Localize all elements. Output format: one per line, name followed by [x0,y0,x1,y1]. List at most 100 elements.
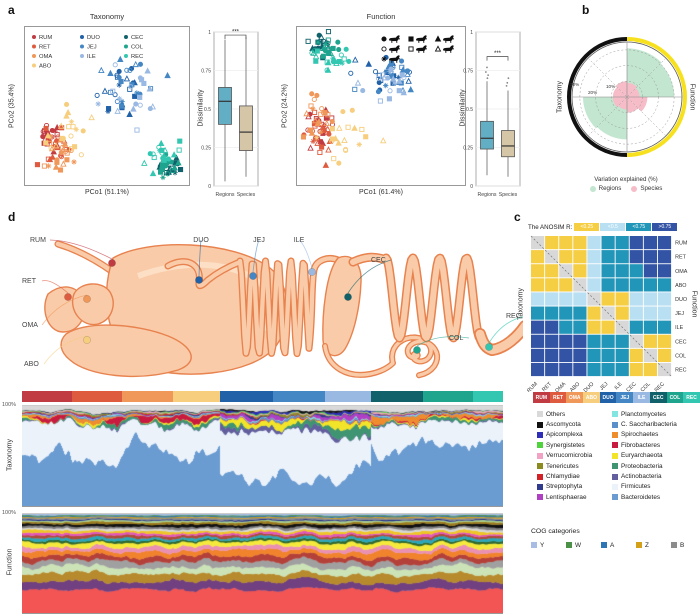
legend-swatch [631,185,638,192]
anosim-bin->0.75: >0.75 [652,223,678,231]
region-bar-segment-ile [325,391,371,402]
gut-anatomy-diagram: RUM RET OMA ABO DUO JEJ ILE CEC COL REC [22,237,523,379]
function-stack-ytick: 100% [2,510,17,516]
legend-label: Firmicutes [621,483,651,491]
svg-text:ABO: ABO [675,283,686,289]
anosim-bin-<0.25: <0.25 [574,223,600,231]
variation-explained-polar-plot: 30% 20% 10% [567,37,687,157]
taxonomy-legend-item: Actinobacteria [612,471,677,481]
svg-text:0: 0 [208,184,211,190]
polar-legend-item-species: Species [631,185,662,192]
taxonomy-boxplot-ylabel: Dissimilarity [197,89,205,127]
svg-text:1: 1 [470,30,473,36]
legend-swatch [612,483,618,490]
anosim-bin-<0.75: <0.75 [626,223,652,231]
svg-text:0.25: 0.25 [463,145,473,151]
taxonomy-legend-item: Tenericutes [537,461,592,471]
legend-swatch [537,473,543,480]
svg-text:RET: RET [675,255,686,261]
taxonomy-pcoa-title: Taxonomy [89,12,125,21]
region-bar-segment-abo [173,391,220,402]
function-dissimilarity-boxplot: 1 0.75 0.5 0.25 0 Regions Species *** [463,30,521,198]
region-bar-segment-rec [473,391,503,402]
polar-taxonomy-label: Taxonomy [556,81,564,113]
function-pcoa-plot [296,26,466,186]
polar-legend-title: Variation explained (%) [594,176,658,183]
legend-swatch [537,494,543,501]
svg-text:10%: 10% [606,84,615,89]
region-bar-segment-ret: RET [549,392,567,403]
legend-label: Others [546,410,566,418]
legend-swatch [537,411,543,418]
svg-text:Species: Species [499,192,518,198]
cog-legend-item-W: W [566,540,601,550]
region-color-legend-bar: RUM RET OMA ABO DUO JEJ ILE CEC COL REC [533,392,700,403]
taxonomy-legend-item: Apicomplexa [537,430,592,440]
legend-swatch [612,431,618,438]
legend-swatch [537,483,543,490]
svg-text:RUM: RUM [675,241,688,247]
cog-legend-title: COG categories [531,528,580,535]
region-bar-segment-rum: RUM [533,392,550,403]
svg-text:20%: 20% [588,90,597,95]
taxonomy-dissimilarity-boxplot: 1 0.75 0.5 0.25 0 Regions Species *** [201,30,259,198]
svg-text:OMA: OMA [675,269,688,275]
svg-text:COL: COL [640,381,652,392]
legend-swatch [671,542,677,548]
legend-label: B [680,541,685,549]
svg-text:OMA: OMA [39,54,52,60]
anatomy-label-ile: ILE [294,237,305,244]
taxonomy-legend-item: Planctomycetes [612,409,677,419]
legend-swatch [612,473,618,480]
region-bar-segment-cec: CEC [649,392,667,403]
legend-label: Streptophyta [546,483,583,491]
svg-text:0.5: 0.5 [466,107,473,113]
taxonomy-legend-column-2: Planctomycetes C. Saccharibacteria Spiroch… [612,409,677,503]
region-bar-segment-ile: ILE [633,392,650,403]
svg-text:DUO: DUO [87,35,100,41]
anatomy-label-rec: REC [506,313,521,320]
taxonomy-pcoa-ylabel: PCo2 (35.4%) [8,84,16,128]
svg-text:REC: REC [675,368,686,374]
svg-text:DUO: DUO [675,297,687,303]
taxonomy-pcoa-plot: RUM RET OMA ABO DUO JEJ ILE CEC COL REC [24,26,190,186]
legend-swatch [537,463,543,470]
region-bar-segment-oma [122,391,173,402]
legend-label: A [610,541,615,549]
taxonomy-legend-item: Others [537,409,592,419]
svg-text:COL: COL [675,353,686,359]
taxonomy-legend-item: Firmicutes [612,482,677,492]
svg-text:OMA: OMA [554,381,567,392]
region-bar-segment-ret [72,391,122,402]
region-bar-segment-duo [220,391,273,402]
cog-legend-item-Y: Y [531,540,566,550]
anosim-legend: <0.25 <0.5 <0.75 >0.75 [574,223,678,231]
function-pcoa-xlabel: PCo1 (61.4%) [359,189,403,196]
svg-text:ABO: ABO [39,64,52,70]
polar-function-label: Function [688,83,696,111]
legend-label: Spirochaetes [621,431,659,439]
legend-swatch [589,185,596,192]
legend-label: Ascomycota [546,421,581,429]
svg-text:RET: RET [39,45,51,51]
svg-text:RUM: RUM [39,35,52,41]
taxonomy-legend-item: Proteobacteria [612,461,677,471]
panel-label-b: b [582,3,590,17]
svg-text:CEC: CEC [625,381,637,392]
svg-text:0.75: 0.75 [201,68,211,74]
legend-swatch [612,452,618,459]
svg-text:Regions: Regions [477,192,496,198]
region-bar-segment-jej [273,391,325,402]
legend-label: Chlamydiae [546,473,580,481]
svg-text:ILE: ILE [675,325,683,331]
legend-label: Proteobacteria [621,462,663,470]
taxonomy-stack-ylabel: Taxonomy [6,439,14,471]
region-bar-segment-rec: REC [683,392,700,403]
svg-text:0.75: 0.75 [463,68,473,74]
region-bar-segment-abo: ABO [583,392,600,403]
cog-legend-item-B: B [671,540,700,550]
legend-swatch [601,542,607,548]
svg-text:***: *** [494,51,502,57]
taxonomy-legend-item: Verrucomicrobia [537,451,592,461]
